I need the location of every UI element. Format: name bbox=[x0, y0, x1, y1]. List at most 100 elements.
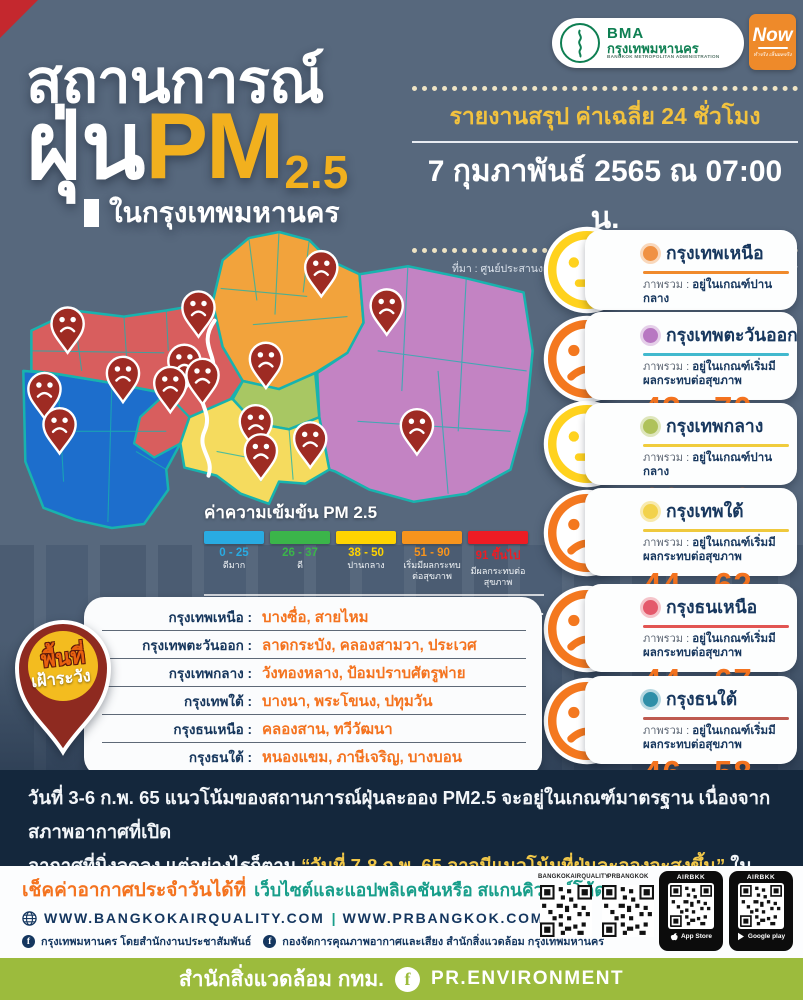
legend-label: ปานกลาง bbox=[347, 560, 385, 570]
zone-underline bbox=[643, 717, 789, 720]
url-separator: | bbox=[331, 910, 336, 926]
apple-icon bbox=[670, 933, 678, 941]
zone-overview: อยู่ในเกณฑ์เริ่มมีผลกระทบต่อสุขภาพ bbox=[643, 724, 776, 752]
zone-overview: อยู่ในเกณฑ์เริ่มมีผลกระทบต่อสุขภาพ bbox=[643, 632, 776, 660]
row-zone: กรุงเทพใต้ : bbox=[183, 693, 252, 709]
zone-overview: อยู่ในเกณฑ์ปานกลาง bbox=[643, 278, 773, 306]
now-logo: Now ทำจริง เห็นผลจริง bbox=[749, 14, 796, 70]
row-areas: บางซื่อ, สายไหม bbox=[262, 608, 369, 626]
title-dust: ฝุ่น bbox=[26, 93, 146, 198]
page-title: สถานการณ์ ฝุ่น PM 2.5 ในกรุงเทพมหานคร bbox=[26, 50, 446, 235]
legend-range: 51 - 90 bbox=[414, 547, 450, 559]
row-areas: วังทองหลาง, ป้อมปราบศัตรูพ่าย bbox=[262, 664, 466, 682]
quote-block-icon bbox=[84, 199, 99, 228]
zone-name: กรุงเทพเหนือ bbox=[666, 243, 764, 263]
zone-card-east: กรุงเทพตะวันออก ภาพรวม : อยู่ในเกณฑ์เริ่… bbox=[585, 312, 798, 456]
zone-underline bbox=[643, 529, 789, 532]
legend-title: ค่าความเข้มข้น PM 2.5 bbox=[204, 503, 378, 522]
overview-label: ภาพรวม : bbox=[643, 451, 690, 464]
zone-card-thonburi-north: กรุงธนเหนือ ภาพรวม : อยู่ในเกณฑ์เริ่มมีผ… bbox=[585, 584, 797, 728]
now-underline bbox=[757, 46, 788, 49]
legend-label: ดี bbox=[297, 560, 303, 570]
legend-item: 26 - 37 ดี bbox=[270, 531, 330, 588]
watch-areas-table: กรุงเทพเหนือ : บางซื่อ, สายไหม กรุงเทพตะ… bbox=[84, 597, 542, 777]
table-row: กรุงเทพกลาง : วังทองหลาง, ป้อมปราบศัตรูพ… bbox=[102, 660, 526, 687]
store-label-googleplay: Google play bbox=[747, 933, 786, 940]
bma-logo: BMA กรุงเทพมหานคร BANGKOK METROPOLITAN A… bbox=[552, 18, 744, 68]
qr-label-airbkk: AIRBKK bbox=[746, 874, 776, 881]
legend-color-bar bbox=[468, 531, 528, 544]
link-bangkokairquality[interactable]: WWW.BANGKOKAIRQUALITY.COM bbox=[44, 910, 325, 926]
legend-item: 91 ขึ้นไป มีผลกระทบต่อสุขภาพ bbox=[468, 531, 528, 588]
legend-item: 51 - 90 เริ่มมีผลกระทบต่อสุขภาพ bbox=[402, 531, 462, 588]
airbkk-appstore-tile[interactable]: AIRBKK App Store bbox=[659, 871, 723, 951]
report-banner: รายงานสรุป ค่าเฉลี่ย 24 ชั่วโมง 7 กุมภาพ… bbox=[412, 86, 798, 277]
now-word: Now bbox=[752, 24, 793, 46]
qr-code-prbangkok[interactable] bbox=[602, 885, 654, 937]
facebook-page-2[interactable]: กองจัดการคุณภาพอากาศและเสียง สำนักสิ่งแว… bbox=[282, 936, 605, 948]
table-row: กรุงเทพเหนือ : บางซื่อ, สายไหม bbox=[102, 604, 526, 631]
title-line3: ในกรุงเทพมหานคร bbox=[109, 197, 340, 229]
qr-code-bangkokairquality[interactable] bbox=[540, 885, 592, 937]
zone-dot-icon bbox=[643, 245, 658, 261]
zone-overview: อยู่ในเกณฑ์เริ่มมีผลกระทบต่อสุขภาพ bbox=[643, 536, 776, 564]
legend-color-bar bbox=[402, 531, 462, 544]
facebook-icon: f bbox=[395, 966, 421, 992]
zone-name: กรุงเทพตะวันออก bbox=[666, 325, 798, 345]
zone-name: กรุงธนเหนือ bbox=[666, 597, 758, 617]
facebook-handle[interactable]: PR.ENVIRONMENT bbox=[431, 968, 625, 989]
legend-label: เริ่มมีผลกระทบต่อสุขภาพ bbox=[403, 560, 461, 581]
bma-abbr: BMA bbox=[607, 25, 645, 43]
zone-card-north: กรุงเทพเหนือ ภาพรวม : อยู่ในเกณฑ์ปานกลาง… bbox=[585, 230, 797, 374]
zone-card-central: กรุงเทพกลาง ภาพรวม : อยู่ในเกณฑ์ปานกลาง … bbox=[585, 403, 797, 547]
link-prbangkok[interactable]: WWW.PRBANGKOK.COM bbox=[342, 910, 545, 926]
zone-underline bbox=[643, 444, 789, 447]
row-areas: หนองแขม, ภาษีเจริญ, บางบอน bbox=[262, 749, 462, 766]
legend-color-bar bbox=[204, 531, 264, 544]
table-row: กรุงธนใต้ : หนองแขม, ภาษีเจริญ, บางบอน bbox=[102, 744, 526, 771]
bangkok-zones-map bbox=[22, 230, 534, 530]
qr-code-airbkk-appstore bbox=[668, 883, 714, 929]
legend-color-bar bbox=[336, 531, 396, 544]
row-zone: กรุงเทพตะวันออก : bbox=[142, 637, 252, 653]
bottom-bar: สำนักสิ่งแวดล้อม กทม. f PR.ENVIRONMENT bbox=[0, 958, 803, 1000]
zone-card-south: กรุงเทพใต้ ภาพรวม : อยู่ในเกณฑ์เริ่มมีผล… bbox=[585, 488, 797, 632]
zone-dot-icon bbox=[643, 503, 658, 519]
facebook-page-1[interactable]: กรุงเทพมหานคร โดยสำนักงานประชาสัมพันธ์ bbox=[41, 936, 252, 948]
dotted-divider bbox=[412, 86, 798, 91]
divider bbox=[204, 593, 544, 596]
title-line1: สถานการณ์ bbox=[26, 48, 325, 115]
report-summary: รายงานสรุป ค่าเฉลี่ย 24 ชั่วโมง bbox=[449, 103, 761, 129]
forecast-band: วันที่ 3-6 ก.พ. 65 แนวโน้มของสถานการณ์ฝุ… bbox=[0, 770, 803, 911]
zone-dot-icon bbox=[643, 418, 658, 434]
overview-label: ภาพรวม : bbox=[643, 724, 690, 737]
forecast-line1: วันที่ 3-6 ก.พ. 65 แนวโน้มของสถานการณ์ฝุ… bbox=[28, 787, 771, 843]
title-pm-subscript: 2.5 bbox=[284, 146, 349, 199]
table-row: กรุงเทพใต้ : บางนา, พระโขนง, ปทุมวัน bbox=[102, 688, 526, 715]
qr-label-prbangkok: PRBANGKOK bbox=[607, 874, 649, 880]
now-tagline: ทำจริง เห็นผลจริง bbox=[753, 51, 792, 58]
zone-underline bbox=[643, 353, 789, 356]
badge-pin-icon bbox=[14, 620, 112, 756]
qr-label-airbkk: AIRBKK bbox=[676, 874, 706, 881]
facebook-icon: f bbox=[22, 935, 35, 948]
globe-icon bbox=[22, 910, 37, 926]
zone-card-thonburi-south: กรุงธนใต้ ภาพรวม : อยู่ในเกณฑ์เริ่มมีผลก… bbox=[585, 676, 797, 820]
bma-name-th: กรุงเทพมหานคร bbox=[607, 40, 699, 56]
bma-name-en: BANGKOK METROPOLITAN ADMINISTRATION bbox=[607, 53, 720, 59]
zone-dot-icon bbox=[643, 691, 658, 707]
department-name: สำนักสิ่งแวดล้อม กทม. bbox=[178, 967, 385, 991]
zone-name: กรุงเทพกลาง bbox=[666, 416, 764, 436]
divider bbox=[412, 141, 798, 143]
airbkk-googleplay-tile[interactable]: AIRBKK Google play bbox=[729, 871, 793, 951]
row-areas: บางนา, พระโขนง, ปทุมวัน bbox=[262, 692, 433, 710]
legend-range: 91 ขึ้นไป bbox=[475, 550, 521, 562]
legend-color-bar bbox=[270, 531, 330, 544]
row-zone: กรุงเทพเหนือ : bbox=[168, 609, 252, 625]
row-areas: ลาดกระบัง, คลองสามวา, ประเวศ bbox=[262, 636, 477, 654]
check-subtitle: เว็บไซต์และแอปพลิเคชันหรือ สแกนคิวอาร์โค… bbox=[254, 880, 606, 900]
legend-range: 26 - 37 bbox=[282, 547, 318, 559]
title-pm: PM bbox=[145, 93, 284, 198]
overview-label: ภาพรวม : bbox=[643, 278, 690, 291]
